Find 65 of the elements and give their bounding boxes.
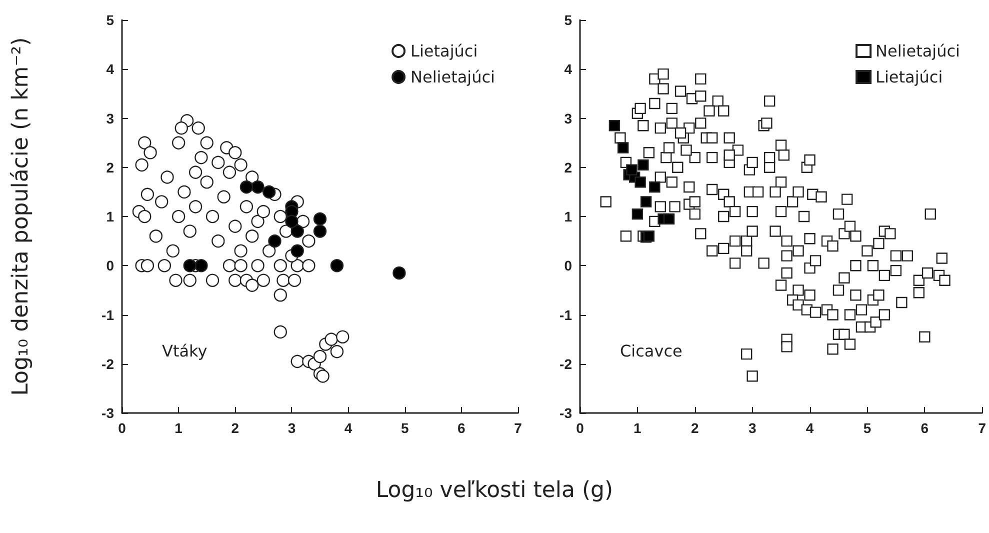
point [330, 259, 344, 272]
point [632, 208, 644, 220]
x-tick-label: 1 [634, 420, 642, 436]
y-tick-label: 5 [564, 12, 572, 28]
point [240, 180, 254, 194]
point [251, 180, 264, 194]
x-tick-label: 1 [174, 420, 183, 436]
point [268, 234, 282, 248]
x-tick-label: 2 [231, 420, 240, 436]
point [285, 214, 298, 228]
x-tick-label: 2 [690, 420, 699, 436]
y-tick-label: -2 [102, 356, 114, 372]
annotation: Cicavce [620, 342, 682, 360]
y-tick-label: -3 [102, 405, 114, 421]
annotation: Vtáky [162, 342, 208, 360]
x-tick-label: 5 [863, 420, 872, 436]
point [649, 181, 660, 193]
x-tick-label: 4 [344, 420, 352, 436]
point [640, 196, 652, 208]
y-tick-label: 1 [564, 208, 572, 224]
x-tick-label: 0 [118, 420, 126, 436]
y-tick-label: 0 [564, 258, 572, 274]
y-tick-label: 4 [106, 61, 114, 78]
x-tick-label: 7 [978, 420, 986, 436]
x-tick-label: 3 [748, 420, 756, 436]
y-tick-label: 5 [106, 12, 114, 28]
point [663, 213, 675, 225]
point [392, 266, 406, 280]
legend-label: Lietajúci [876, 68, 943, 86]
legend-label: Nelietajúci [410, 68, 495, 86]
y-tick-label: -1 [102, 306, 114, 323]
point [643, 230, 655, 242]
point [617, 142, 629, 154]
x-tick-label: 4 [806, 420, 814, 436]
y-tick-label: 2 [564, 159, 572, 176]
legend-label: Lietajúci [410, 42, 478, 60]
point [638, 159, 649, 171]
point [608, 120, 620, 132]
x-tick-label: 5 [400, 420, 409, 436]
point [313, 212, 327, 226]
x-tick-label: 3 [288, 420, 296, 436]
x-tick-label: 7 [514, 420, 522, 436]
y-tick-label: 3 [564, 110, 572, 126]
point [183, 259, 196, 272]
legend-label: Nelietajúci [876, 42, 960, 60]
x-tick-label: 0 [576, 420, 584, 436]
y-tick-label: 2 [106, 159, 114, 176]
x-axis-title: Log₁₀ veľkosti tela (g) [374, 478, 614, 503]
point [262, 185, 276, 199]
point [290, 244, 304, 258]
x-tick-label: 6 [920, 420, 929, 436]
point [634, 176, 646, 188]
y-axis-title: Log₁₀ denzita populácie (n km⁻²) [8, 37, 34, 396]
y-tick-label: -1 [560, 306, 572, 323]
point [626, 164, 638, 176]
x-tick-label: 6 [458, 420, 466, 436]
point [194, 259, 208, 272]
y-tick-label: 1 [106, 208, 114, 224]
y-tick-label: 0 [106, 258, 114, 274]
point [290, 224, 304, 238]
y-tick-label: 4 [564, 61, 572, 78]
y-tick-label: 3 [106, 110, 114, 126]
y-tick-label: -2 [560, 356, 572, 372]
y-tick-label: -3 [560, 405, 572, 421]
point [313, 224, 327, 238]
